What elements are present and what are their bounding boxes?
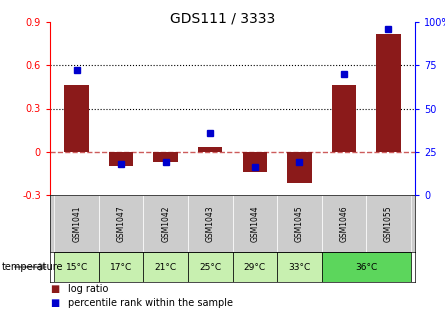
Text: 17°C: 17°C <box>110 262 132 271</box>
Text: GSM1047: GSM1047 <box>117 205 126 242</box>
Bar <box>232 195 277 252</box>
Text: GSM1045: GSM1045 <box>295 205 304 242</box>
Text: GSM1043: GSM1043 <box>206 205 215 242</box>
Bar <box>243 152 267 172</box>
Text: GSM1042: GSM1042 <box>161 205 170 242</box>
Bar <box>322 252 411 282</box>
Bar <box>188 252 232 282</box>
Text: 25°C: 25°C <box>199 262 221 271</box>
Text: 36°C: 36°C <box>355 262 377 271</box>
Bar <box>277 195 322 252</box>
Text: GSM1044: GSM1044 <box>250 205 259 242</box>
Bar <box>366 195 411 252</box>
Bar <box>99 195 143 252</box>
Text: ■: ■ <box>50 298 59 308</box>
Text: 33°C: 33°C <box>288 262 311 271</box>
Text: temperature: temperature <box>2 262 64 272</box>
Text: percentile rank within the sample: percentile rank within the sample <box>68 298 233 308</box>
Bar <box>65 85 89 152</box>
Text: 29°C: 29°C <box>244 262 266 271</box>
Bar <box>188 195 232 252</box>
Bar <box>287 152 312 183</box>
Text: ■: ■ <box>50 284 59 294</box>
Text: GSM1041: GSM1041 <box>72 205 81 242</box>
Bar <box>54 195 99 252</box>
Text: GSM1046: GSM1046 <box>339 205 348 242</box>
Bar <box>376 34 400 152</box>
Bar <box>54 252 99 282</box>
Bar <box>109 152 134 166</box>
Bar <box>198 148 222 152</box>
Bar <box>99 252 143 282</box>
Bar <box>143 195 188 252</box>
Bar <box>143 252 188 282</box>
Bar <box>277 252 322 282</box>
Text: 15°C: 15°C <box>65 262 88 271</box>
Bar <box>332 85 356 152</box>
Bar <box>232 252 277 282</box>
Text: GDS111 / 3333: GDS111 / 3333 <box>170 12 275 26</box>
Bar <box>322 195 366 252</box>
Bar <box>154 152 178 162</box>
Text: log ratio: log ratio <box>68 284 108 294</box>
Text: 21°C: 21°C <box>155 262 177 271</box>
Text: GSM1055: GSM1055 <box>384 205 393 242</box>
